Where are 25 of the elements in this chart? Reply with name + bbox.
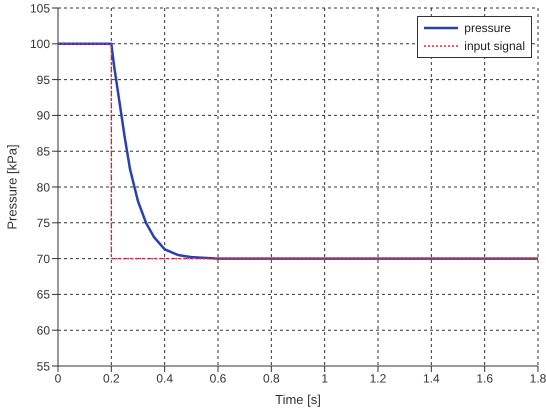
x-tick-label: 1.4 [422,372,440,386]
x-tick-label: 0.2 [102,372,120,386]
x-tick-label: 1.6 [476,372,494,386]
x-tick-label: 0.6 [210,372,227,386]
y-tick-label: 90 [36,108,50,123]
legend-label: pressure [464,20,511,37]
y-tick-label: 105 [30,1,50,16]
y-tick-label: 55 [36,359,50,374]
x-tick-label: 1 [321,372,328,386]
y-tick-label: 100 [30,37,50,52]
x-tick-label: 1.2 [370,372,387,386]
y-tick-label: 60 [36,323,50,338]
x-tick-label: 0.8 [262,372,280,386]
y-axis-title: Pressure [kPa] [4,144,20,230]
x-tick-label: 1.8 [530,372,546,386]
legend-label: input signal [464,38,525,55]
y-tick-label: 75 [36,216,50,230]
y-tick-label: 85 [36,144,50,158]
y-tick-label: 70 [36,252,50,266]
y-tick-label: 65 [36,288,50,302]
y-tick-label: 95 [36,72,50,87]
x-tick-label: 0 [54,372,62,386]
y-tick-label: 80 [36,180,50,194]
x-tick-label: 0.4 [156,372,174,386]
x-axis-title: Time [s] [275,392,321,407]
